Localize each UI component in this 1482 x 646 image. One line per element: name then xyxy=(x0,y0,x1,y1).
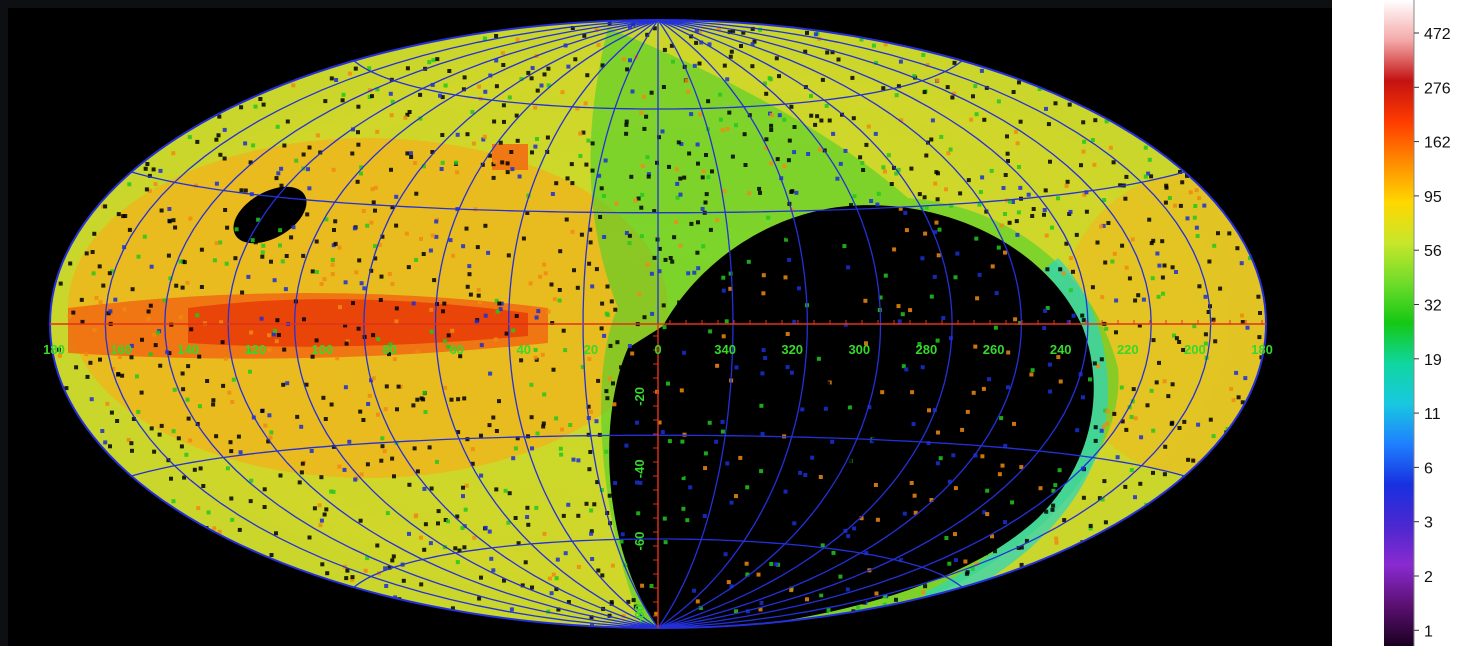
longitude-label: 60 xyxy=(449,342,463,357)
longitude-label: 300 xyxy=(848,342,870,357)
north-hot-spot xyxy=(492,144,528,170)
colorbar-tick-label: 472 xyxy=(1424,26,1451,43)
colorbar-tick-label: 56 xyxy=(1424,243,1442,260)
longitude-label: 180 xyxy=(43,342,65,357)
longitude-label: 340 xyxy=(714,342,736,357)
longitude-labels: 180 160 140 120 100 80 60 40 20 0 340 320 300 280 260 2… xyxy=(43,342,1273,357)
longitude-label: 140 xyxy=(177,342,199,357)
colorbar-tick-label: 6 xyxy=(1424,460,1433,477)
colorbar-tick-label: 11 xyxy=(1424,406,1441,423)
colorbar-tick-label: 95 xyxy=(1424,189,1442,206)
sky-map-frame: 180 160 140 120 100 80 60 40 20 0 340 320 300 280 260 2… xyxy=(8,8,1332,646)
longitude-label: 240 xyxy=(1050,342,1072,357)
latitude-label: -80 xyxy=(632,604,647,623)
colorbar-tick-label: 3 xyxy=(1424,515,1433,532)
latitude-label: -60 xyxy=(632,532,647,551)
latitude-label: -40 xyxy=(632,459,647,478)
latitude-labels: -20 -40 -60 -80 xyxy=(632,387,647,623)
northern-no-data-hole xyxy=(233,186,307,244)
longitude-label: 100 xyxy=(312,342,334,357)
colorbar-tick-label: 19 xyxy=(1424,352,1442,369)
longitude-label: 120 xyxy=(244,342,266,357)
longitude-label: 20 xyxy=(584,342,598,357)
longitude-label: 0 xyxy=(654,342,661,357)
zero-axes xyxy=(50,320,1266,628)
longitude-label: 260 xyxy=(983,342,1005,357)
colorbar-panel: 472 276 162 95 56 32 19 11 6 3 2 1 xyxy=(1332,0,1482,646)
longitude-label: 280 xyxy=(916,342,938,357)
longitude-label: 320 xyxy=(781,342,803,357)
longitude-label: 160 xyxy=(110,342,132,357)
sky-map[interactable]: 180 160 140 120 100 80 60 40 20 0 340 320 300 280 260 2… xyxy=(8,8,1332,646)
longitude-label: 220 xyxy=(1117,342,1139,357)
longitude-label: 80 xyxy=(382,342,396,357)
longitude-label: 180 xyxy=(1251,342,1273,357)
colorbar-tick-label: 162 xyxy=(1424,135,1451,152)
colorbar-tick-label: 276 xyxy=(1424,80,1451,97)
colorbar-tick-label: 1 xyxy=(1424,623,1433,640)
colorbar-tick-label: 2 xyxy=(1424,569,1433,586)
longitude-label: 200 xyxy=(1184,342,1206,357)
latitude-label: -20 xyxy=(632,387,647,406)
cyan-edge xyxy=(923,258,1108,608)
colorbar-gradient xyxy=(1384,0,1414,646)
longitude-label: 40 xyxy=(517,342,531,357)
southern-no-data-hole xyxy=(609,205,1094,628)
colorbar-tick-label: 32 xyxy=(1424,298,1442,315)
